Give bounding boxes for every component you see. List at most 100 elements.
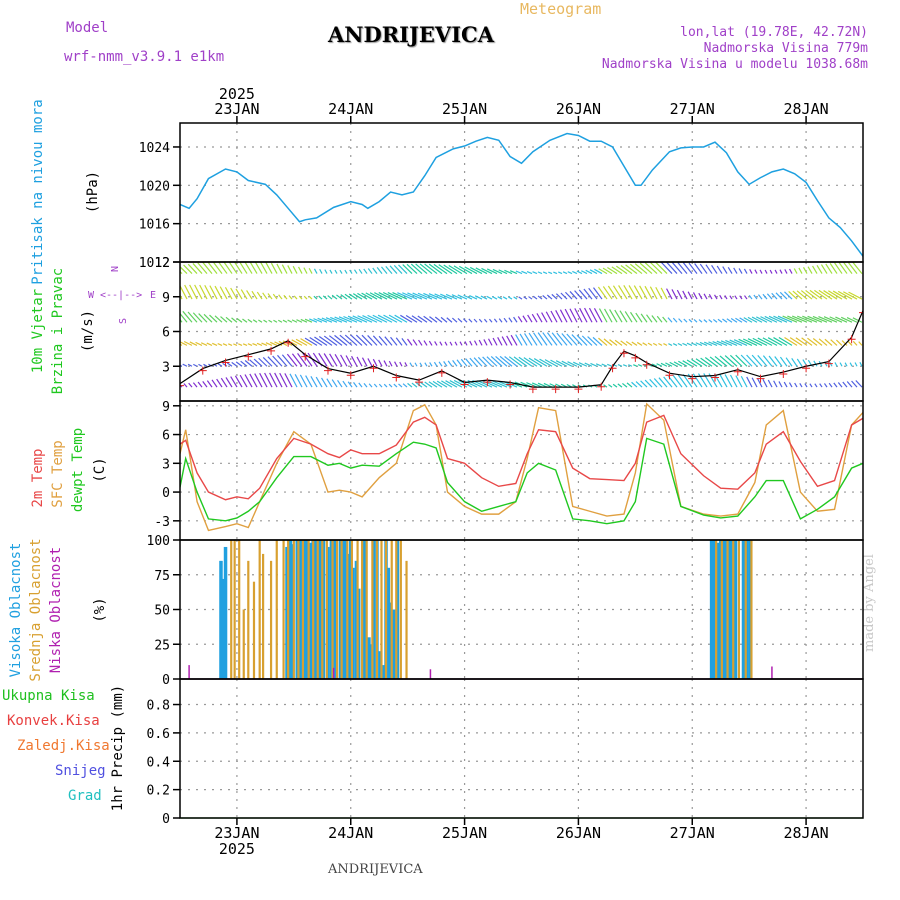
wind-barb <box>705 264 713 274</box>
wind-barb <box>598 308 608 323</box>
wind-barb <box>708 319 713 323</box>
wind-barb <box>779 269 783 274</box>
wind-barb <box>239 374 248 388</box>
cloud_mid-bar <box>316 540 319 679</box>
wind-barb <box>695 358 708 367</box>
wind-barb <box>222 362 228 367</box>
wind-barb <box>668 343 673 346</box>
gust-marker <box>779 370 788 379</box>
meteogram-title: Meteogram <box>520 0 602 18</box>
wind-barb <box>824 338 833 346</box>
wind-barb <box>663 343 668 346</box>
wind-barb <box>614 339 623 346</box>
wind-barb <box>531 382 543 388</box>
wind-barb <box>722 266 728 274</box>
wind-barb <box>640 313 648 323</box>
wind-barb <box>300 318 308 323</box>
panel-frame <box>179 678 864 819</box>
wind-barb <box>782 315 798 323</box>
wind-barb <box>198 363 203 367</box>
wind-barb <box>451 317 458 323</box>
wind-barb <box>561 360 573 367</box>
wind-barb <box>219 286 228 300</box>
wind-barb <box>604 308 613 323</box>
wind-barb <box>374 292 388 300</box>
wind-barb <box>289 373 298 388</box>
wind-barb <box>622 364 628 367</box>
wind-barb <box>394 361 398 367</box>
wind-barb <box>184 284 193 300</box>
wind-barb <box>637 364 643 367</box>
wind-barb <box>751 316 763 323</box>
wind-barb <box>784 269 788 274</box>
wind-barb <box>537 295 543 300</box>
wind-barb <box>594 268 603 275</box>
wind-barb <box>666 262 678 274</box>
wind-barb <box>358 382 363 388</box>
wind-barb <box>587 336 598 346</box>
wind-barb <box>847 262 858 274</box>
wind-barb <box>276 263 283 274</box>
cloud_mid-bar <box>395 540 398 679</box>
dew-line <box>180 437 863 525</box>
wind-barb <box>752 337 768 346</box>
wind-barb <box>249 373 258 388</box>
wind-barb <box>272 355 283 367</box>
wind-barb <box>451 294 463 300</box>
wind-barb <box>749 269 753 274</box>
wind-barb <box>383 383 388 388</box>
wind-barb <box>671 262 683 274</box>
wind-barb <box>401 338 408 346</box>
wind-barb <box>837 290 853 300</box>
wind-barb <box>182 310 193 323</box>
cloud_high-bar <box>313 540 318 679</box>
wind-barb <box>578 289 588 300</box>
wind-barb <box>217 363 223 367</box>
wind-barb <box>819 383 823 388</box>
gust-marker <box>619 349 628 358</box>
wind-barb <box>318 352 328 367</box>
cloud_mid-bar <box>715 540 718 679</box>
wind-barb <box>321 317 333 323</box>
wind-barb <box>584 307 593 323</box>
wind-barb <box>708 294 713 300</box>
cloud_mid-bar <box>275 540 278 679</box>
wind-barb <box>677 374 688 388</box>
wind-barb <box>361 357 368 367</box>
altitude-label: Nadmorska Visina 779m <box>703 41 868 56</box>
wind-barb <box>574 290 583 300</box>
wind-barb <box>308 267 313 274</box>
wind-barb <box>555 310 563 323</box>
wind-barb <box>388 314 403 323</box>
wind-barb <box>543 382 553 388</box>
wind-barb <box>612 285 623 300</box>
wind-barb <box>714 294 718 300</box>
wind-barb <box>854 362 858 367</box>
wind-barb <box>387 291 403 300</box>
wind-barb <box>663 376 673 388</box>
wind-barb <box>759 269 763 274</box>
wind-barb <box>402 292 418 300</box>
wind-barb <box>691 358 703 367</box>
cloud_high-bar <box>331 540 336 679</box>
year-label-top: 2025 <box>219 85 255 103</box>
wind-barb <box>847 340 853 346</box>
temp2m-line <box>180 414 863 501</box>
cloud_mid-bar <box>233 540 236 679</box>
wind-barb <box>456 359 463 367</box>
wind-barb <box>439 341 443 346</box>
wind-barb <box>812 315 828 323</box>
model-label: Model <box>66 20 109 36</box>
wind-barb <box>194 284 203 300</box>
wind-barb <box>258 319 263 323</box>
wind-barb <box>686 342 693 346</box>
wind-barb <box>843 291 858 300</box>
wind-barb <box>287 265 293 274</box>
wind-barb <box>647 342 653 346</box>
wind-barb <box>217 262 228 274</box>
wind-barb <box>682 290 688 300</box>
wind-barb <box>712 318 718 323</box>
wind-barb <box>393 383 398 388</box>
wind-barb <box>656 363 663 367</box>
wind-barb <box>509 270 518 275</box>
